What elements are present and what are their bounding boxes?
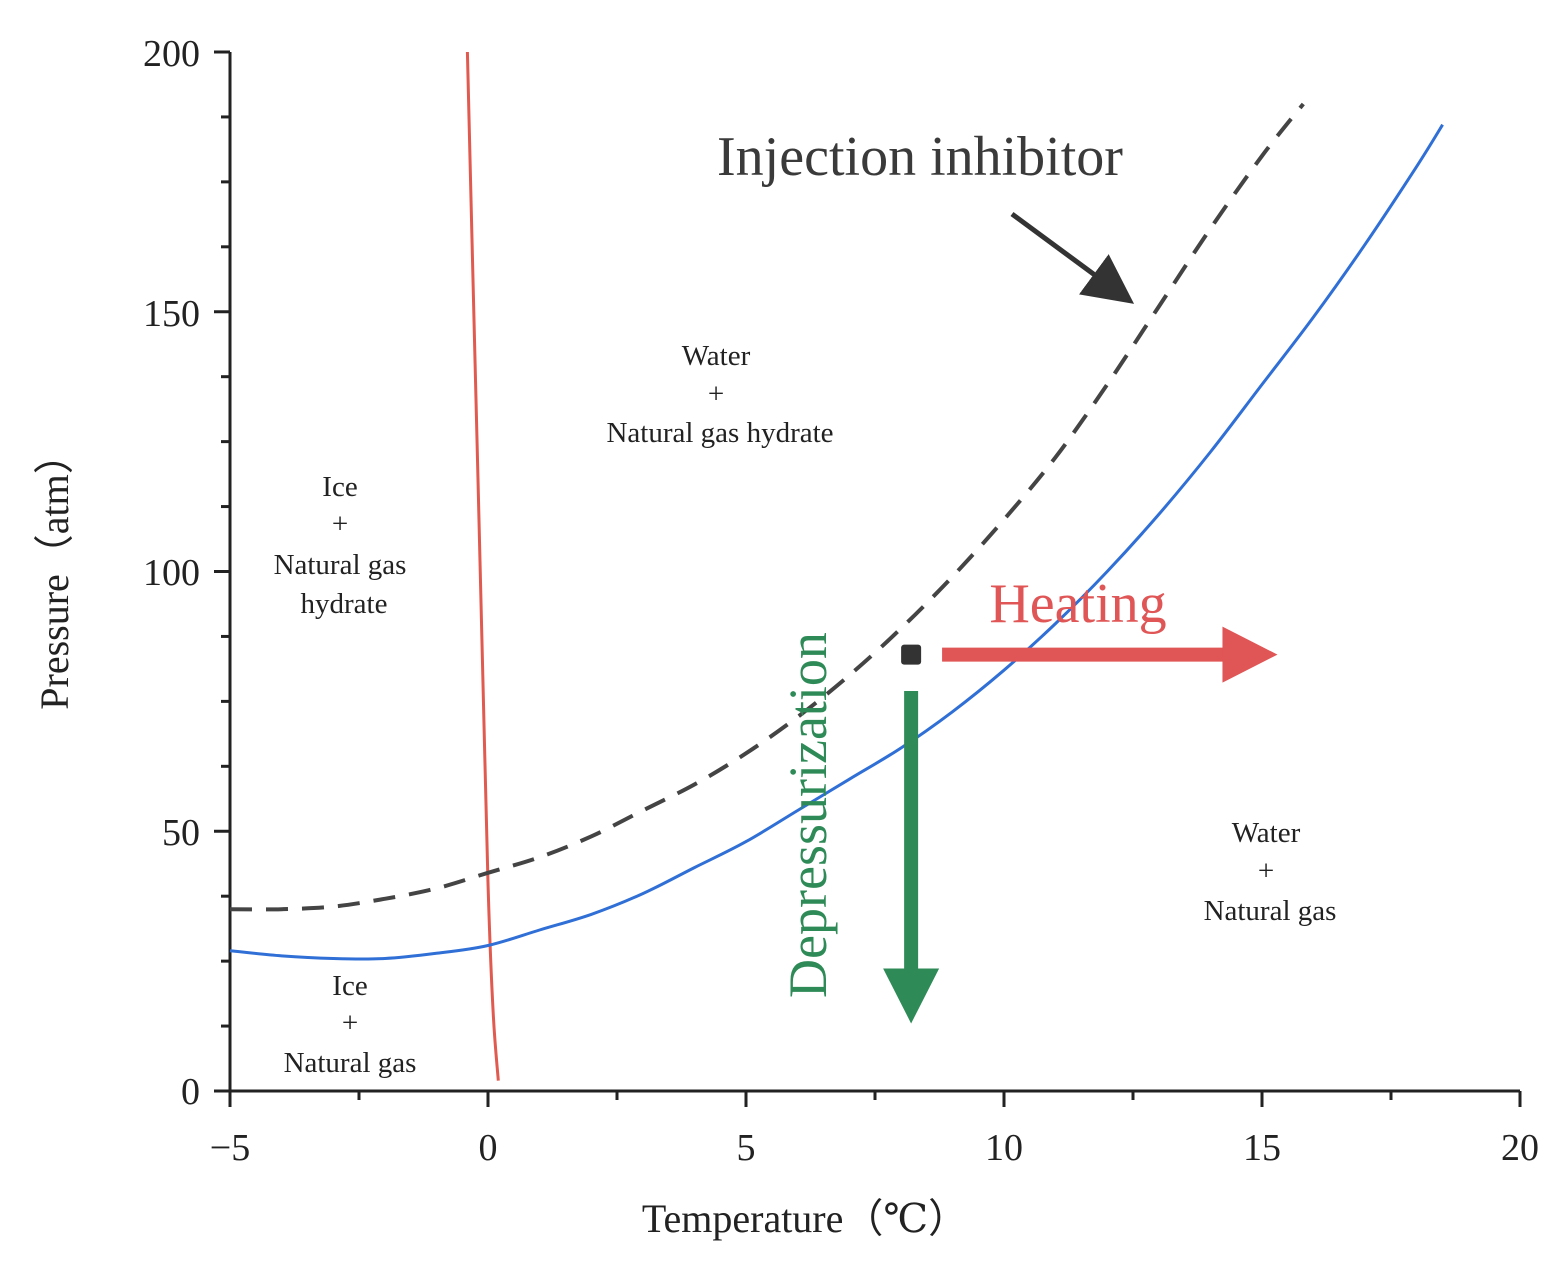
x-tick-label: 0 (479, 1127, 498, 1169)
region-ice-hydrate: Ice + Natural gas hydrate (274, 471, 407, 620)
x-tick-labels: −5 0 5 10 15 20 (210, 1127, 1539, 1169)
depressurization-arrow-head (883, 968, 940, 1024)
region-label: Water (682, 340, 751, 372)
y-axis-title: Pressure（atm） (32, 434, 77, 710)
hydrate-equilibrium-curve (229, 123, 1444, 961)
region-ice-gas: Ice + Natural gas (284, 970, 417, 1079)
x-tick-label: 20 (1501, 1127, 1539, 1169)
injection-inhibitor-label: Injection inhibitor (717, 126, 1123, 188)
region-label: Ice (322, 471, 357, 503)
region-label: + (342, 1007, 358, 1039)
y-tick-label: 0 (181, 1071, 200, 1113)
heating-label: Heating (989, 573, 1166, 635)
injection-inhibitor-curve (229, 102, 1305, 912)
x-tick-label: 15 (1243, 1127, 1281, 1169)
region-water-hydrate: Water + Natural gas hydrate (606, 340, 833, 449)
region-label: Natural gas hydrate (606, 417, 833, 449)
ice-water-boundary-line (465, 51, 500, 1081)
region-label: + (1258, 855, 1274, 887)
region-label: Natural gas (274, 549, 407, 581)
region-water-gas: Water + Natural gas (1204, 817, 1337, 927)
region-label: hydrate (301, 588, 388, 620)
y-tick-label: 100 (143, 552, 200, 594)
heating-arrow-head (1222, 626, 1278, 683)
operating-point-marker (901, 644, 922, 665)
depressurization-label: Depressurization (778, 632, 838, 998)
x-tick-label: 10 (985, 1127, 1023, 1169)
y-tick-label: 50 (162, 812, 200, 854)
axes (214, 50, 1522, 1107)
x-tick-label: −5 (210, 1127, 250, 1169)
y-tick-label: 200 (143, 33, 200, 75)
region-label: Natural gas (284, 1047, 417, 1079)
y-tick-label: 150 (143, 293, 200, 335)
region-label: Natural gas (1204, 895, 1337, 927)
region-label: Ice (332, 970, 367, 1002)
injection-inhibitor-pointer-arrow (1010, 211, 1135, 304)
region-label: Water (1232, 817, 1301, 849)
y-tick-labels: 0 50 100 150 200 (143, 33, 200, 1113)
region-label: + (708, 378, 724, 410)
x-axis-title: Temperature（℃） (642, 1196, 968, 1241)
x-tick-label: 5 (737, 1127, 756, 1169)
region-label: + (332, 508, 348, 540)
